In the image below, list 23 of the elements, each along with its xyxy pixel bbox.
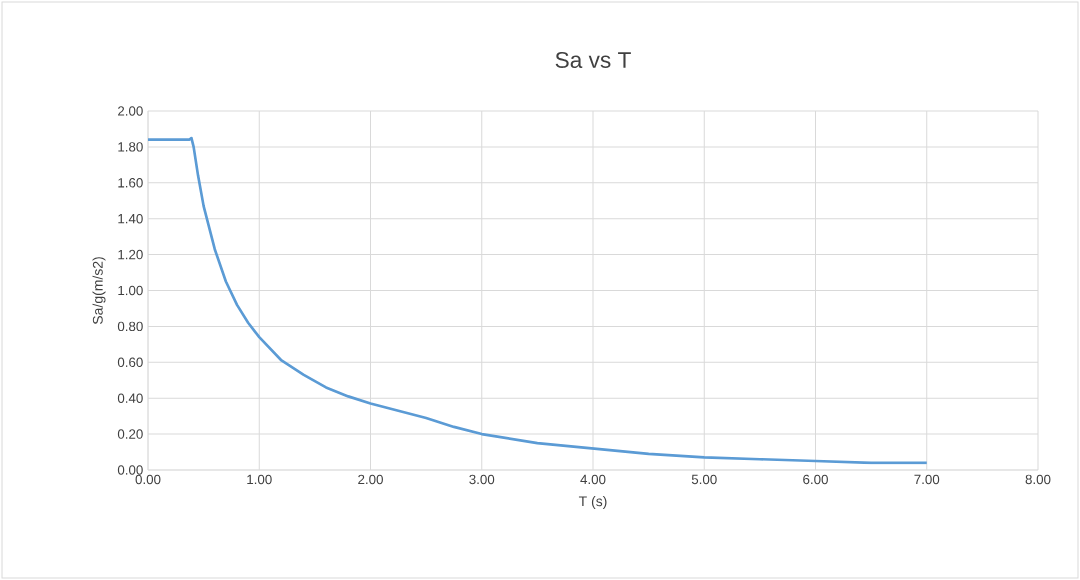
x-tick-label: 7.00 [914,474,940,485]
x-tick-label: 5.00 [691,474,717,485]
x-tick-label: 1.00 [247,474,272,485]
y-tick-label: 0.00 [117,465,143,475]
y-tick-label: 0.80 [117,321,143,332]
y-tick-label: 1.80 [118,142,143,152]
y-tick-label: 0.40 [117,393,143,403]
y-tick-label: 1.40 [118,213,143,224]
x-tick-label: 8.00 [1025,474,1051,485]
y-axis-title: Sa/g(m/s2) [92,257,106,325]
y-tick-label: 0.60 [117,357,143,367]
x-axis-title: T (s) [578,495,607,510]
y-tick-label: 0.20 [117,429,143,439]
chart-title: Sa vs T [555,51,631,69]
x-tick-label: 4.00 [580,474,606,485]
x-tick-label: 6.00 [803,474,828,485]
x-tick-label: 3.00 [469,474,495,485]
y-tick-label: 1.60 [118,178,143,188]
y-tick-label: 2.00 [118,106,143,116]
y-tick-label: 1.00 [118,285,143,296]
x-tick-label: 2.00 [358,474,383,485]
y-tick-label: 1.20 [118,249,143,260]
x-tick-label: 0.00 [135,474,161,485]
